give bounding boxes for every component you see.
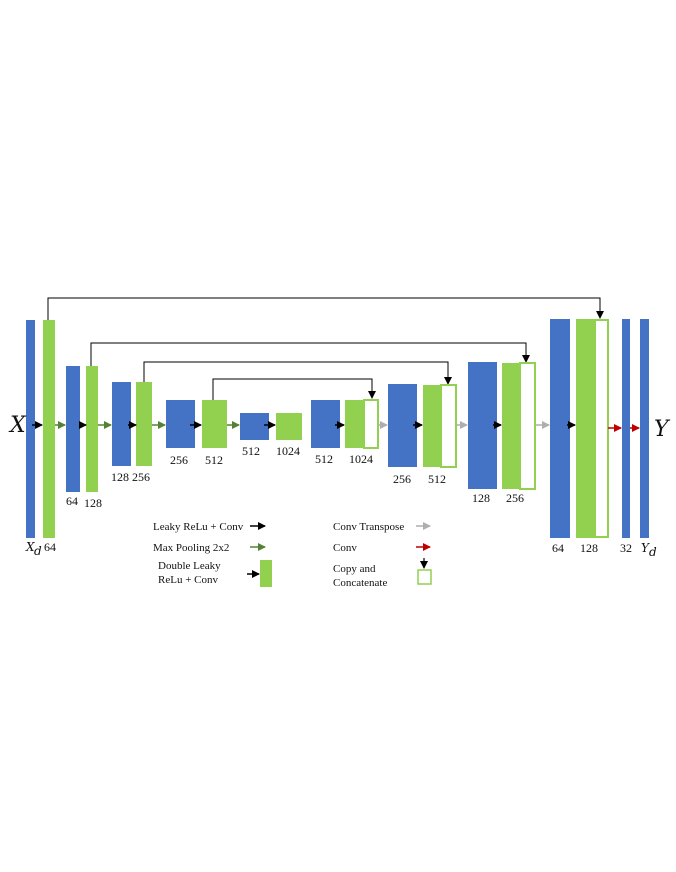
output-feature-subscript: d xyxy=(649,545,657,559)
legend-double-label-line2: ReLu + Conv xyxy=(158,574,218,586)
input-feature-subscript: d xyxy=(34,544,42,558)
legend-double-label-line1: Double Leaky xyxy=(158,560,221,572)
bottleneck-block-512 xyxy=(240,413,269,440)
output-feature-label: Y xyxy=(641,541,650,555)
decoder-block-1024-green xyxy=(345,400,364,448)
channel-label: 64 xyxy=(552,541,564,555)
legend-conv-label: Conv xyxy=(333,542,357,554)
legend-transpose-label: Conv Transpose xyxy=(333,521,404,533)
channel-label: 64 xyxy=(44,540,56,554)
legend-copy-label-line2: Concatenate xyxy=(333,577,387,589)
channel-label: 256 xyxy=(170,453,188,467)
skip-connections xyxy=(47,297,604,400)
channel-label: 128 xyxy=(472,491,490,505)
decoder-block-256-green xyxy=(502,363,520,489)
encoder-block-64-pooled xyxy=(66,366,80,492)
channel-label: 128 xyxy=(111,470,129,484)
decoder-block-64-up xyxy=(550,319,570,538)
encoder-block-256-pooled xyxy=(166,400,195,448)
encoder-block-256 xyxy=(136,382,152,466)
input-feature-block xyxy=(26,320,35,538)
channel-label: 512 xyxy=(428,472,446,486)
encoder-block-64 xyxy=(43,320,55,538)
decoder-block-256-concat xyxy=(519,362,536,490)
legend-copy-swatch xyxy=(417,569,432,585)
output-label: Y xyxy=(654,417,671,442)
channel-label: 1024 xyxy=(349,452,373,466)
decoder-block-512-green xyxy=(423,385,441,467)
input-label: X xyxy=(8,413,27,438)
output-feature-block xyxy=(640,319,649,538)
skip-connection-level-2 xyxy=(90,342,530,366)
channel-label: 1024 xyxy=(276,444,300,458)
channel-label: 512 xyxy=(315,452,333,466)
encoder-block-512 xyxy=(202,400,227,448)
skip-connection-level-1 xyxy=(47,297,604,320)
channel-label: 512 xyxy=(205,453,223,467)
input-feature-label: X xyxy=(25,540,35,554)
encoder-block-128 xyxy=(86,366,98,492)
decoder-block-128-concat xyxy=(594,319,609,538)
skip-connection-level-4 xyxy=(212,378,376,400)
decoder-block-256-up xyxy=(388,384,417,467)
legend: Leaky ReLu + Conv Max Pooling 2x2 Double… xyxy=(153,521,432,589)
skip-connection-level-3 xyxy=(143,361,452,385)
channel-label: 32 xyxy=(620,541,632,555)
channel-label: 256 xyxy=(393,472,411,486)
legend-copy-label-line1: Copy and xyxy=(333,563,376,575)
channel-label: 256 xyxy=(506,491,524,505)
channel-labels: X d 64 64 128 128 256 256 512 512 1024 5… xyxy=(25,444,657,559)
encoder-block-128-pooled xyxy=(112,382,131,466)
decoder-block-128-up xyxy=(468,362,497,489)
decoder-block-128-green xyxy=(576,319,595,538)
channel-label: 256 xyxy=(132,470,150,484)
flow-arrows xyxy=(32,421,640,432)
channel-label: 128 xyxy=(580,541,598,555)
channel-label: 512 xyxy=(242,444,260,458)
legend-double-swatch xyxy=(260,560,272,587)
decoder-block-512-concat xyxy=(440,384,457,468)
legend-leaky-label: Leaky ReLu + Conv xyxy=(153,521,244,533)
output-block-32 xyxy=(622,319,630,538)
decoder-block-512-up xyxy=(311,400,340,448)
channel-label: 64 xyxy=(66,494,78,508)
decoder-block-1024-concat xyxy=(363,399,379,449)
channel-label: 128 xyxy=(84,496,102,510)
legend-maxpool-label: Max Pooling 2x2 xyxy=(153,542,229,554)
bottleneck-block-1024 xyxy=(276,413,302,440)
